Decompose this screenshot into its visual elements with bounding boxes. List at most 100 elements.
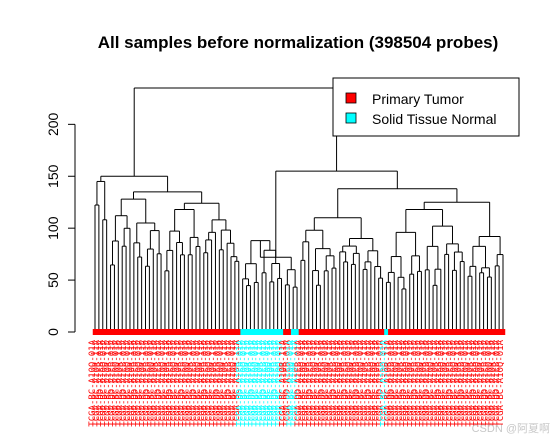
leaf-color-cell [434, 329, 440, 335]
leaf-label: TCGA-DD-A1EB-01A [329, 339, 339, 426]
leaf-label: TCGA-BC-A10Q-01A [170, 339, 180, 426]
leaf-color-cell [147, 329, 152, 335]
leaf-color-cell [391, 329, 397, 335]
leaf-color-cell [384, 329, 389, 335]
leaf-color-cell [220, 329, 226, 335]
leaf-label: TCGA-DD-A1EB-01A [201, 339, 211, 426]
leaf-color-cell [364, 329, 370, 335]
leaf-color-cell [119, 329, 125, 335]
leaf-color-cell [170, 329, 175, 335]
chart-title: All samples before normalization (398504… [98, 33, 499, 52]
leaf-color-cell [271, 329, 276, 335]
leaf-label: TCGA-BC-A10R-11A [127, 339, 137, 426]
leaf-label: TCGA-DD-A1EB-01A [364, 339, 374, 426]
leaf-label: TCGA-BC-A10Q-01A [100, 339, 110, 426]
leaf-color-cell [310, 329, 315, 335]
leaf-label: TCGA-BC-A10R-11A [430, 339, 440, 426]
leaf-label: TCGA-DD-A1EB-01A [259, 339, 269, 426]
leaf-color-cell [481, 329, 486, 335]
leaf-color-cell [349, 329, 354, 335]
leaf-color-cell [372, 329, 378, 335]
leaf-color-cell [353, 329, 358, 335]
leaf-label: TCGA-BC-A10R-11A [453, 339, 463, 426]
leaf-color-cell [131, 329, 137, 335]
leaf-label: TCGA-BC-A10Q-01A [216, 339, 226, 426]
leaf-label: TCGA-BC-A10R-11A [197, 339, 207, 426]
leaf-label: TCGA-DD-A1EB-01A [317, 339, 327, 426]
leaf-label: TCGA-BC-A10R-11A [150, 339, 160, 426]
leaf-color-cell [461, 329, 467, 335]
leaf-color-cell [356, 329, 362, 335]
y-axis: 0 50 100 150 200 [45, 112, 76, 336]
leaf-label: TCGA-DD-A1EB-01A [434, 339, 444, 426]
leaf-color-cell [259, 329, 265, 335]
leaf-label: TCGA-BC-A10Q-01A [321, 339, 331, 426]
leaf-label: TCGA-BC-A10Q-01A [368, 339, 378, 426]
legend-swatch-primary-tumor [345, 92, 357, 104]
leaf-color-cell [411, 329, 416, 335]
leaf-label: TCGA-DD-A1EB-01A [189, 339, 199, 426]
leaf-color-cell [438, 329, 444, 335]
leaf-label: TCGA-DD-A1EB-01A [142, 339, 152, 426]
y-tick-label: 0 [45, 328, 61, 336]
leaf-label: TCGA-BC-A10Q-01A [333, 339, 343, 426]
leaf-label: TCGA-DD-A1EB-01A [294, 339, 304, 426]
leaf-label: TCGA-DD-A1EB-01A [271, 339, 281, 426]
leaf-label: TCGA-DD-A1EB-01A [119, 339, 129, 426]
leaf-color-cell [306, 329, 311, 335]
leaf-color-cell [388, 329, 393, 335]
leaf-label: TCGA-DD-A1EB-01A [96, 339, 106, 426]
leaf-color-cell [279, 329, 284, 335]
leaf-color-cell [224, 329, 230, 335]
leaf-label: TCGA-DD-A1EB-01A [177, 339, 187, 426]
leaf-label: TCGA-BC-A10R-11A [173, 339, 183, 426]
leaf-label: TCGA-BC-A10Q-01A [414, 339, 424, 426]
leaf-color-cell [100, 329, 106, 335]
leaf-color-cell [283, 329, 288, 335]
leaf-color-cell [96, 329, 102, 335]
leaf-color-cell [430, 329, 436, 335]
leaf-label: TCGA-BC-A10Q-01A [135, 339, 145, 426]
leaf-label: TCGA-BC-A10Q-01A [275, 339, 285, 426]
leaf-label: TCGA-BC-A10Q-01A [123, 339, 133, 426]
leaf-color-cell [255, 329, 261, 335]
legend-swatch-solid-tissue-normal [345, 112, 357, 124]
leaf-color-cell [395, 329, 401, 335]
leaf-label: TCGA-BC-A10R-11A [395, 339, 405, 426]
legend-box [332, 77, 520, 137]
leaf-label: TCGA-DD-A1EB-01A [492, 339, 502, 426]
leaf-color-cell [322, 329, 327, 335]
leaf-label: TCGA-DD-A1EB-01A [341, 339, 351, 426]
leaf-color-cell [135, 329, 140, 335]
leaf-label: TCGA-BC-A10Q-01A [403, 339, 413, 426]
leaf-color-cell [127, 329, 133, 335]
leaf-label: TCGA-DD-A1EB-01A [154, 339, 164, 426]
leaf-color-cell [419, 329, 424, 335]
leaf-label: TCGA-DD-A1EB-01A [247, 339, 257, 426]
leaf-color-cell [473, 329, 479, 335]
leaf-color-cell [294, 329, 300, 335]
leaf-color-cell [403, 329, 409, 335]
leaf-label: TCGA-BC-A10Q-01A [473, 339, 483, 426]
leaf-color-cell [333, 329, 339, 335]
leaf-color-cell [415, 329, 420, 335]
leaf-color-cell [205, 329, 210, 335]
leaf-label: TCGA-BC-A10Q-01A [146, 339, 156, 426]
leaf-color-cell [213, 329, 218, 335]
watermark-text: CSDN @阿夏啊 [472, 422, 550, 435]
leaf-color-cell [240, 329, 245, 335]
leaf-label: TCGA-BC-A10R-11A [372, 339, 382, 426]
leaf-label: TCGA-BC-A10R-11A [243, 339, 253, 426]
leaf-color-cell [477, 329, 482, 335]
leaf-color-cell [267, 329, 273, 335]
leaf-label: TCGA-BC-A10Q-01A [449, 339, 459, 426]
leaf-label: TCGA-BC-A10R-11A [139, 339, 149, 426]
leaf-color-cell [450, 329, 455, 335]
leaf-label: TCGA-BC-A10Q-01A [228, 339, 238, 426]
leaf-color-cell [108, 329, 113, 335]
leaf-label: TCGA-DD-A1EB-01A [166, 339, 176, 426]
leaf-label: TCGA-BC-A10R-11A [477, 339, 487, 426]
leaf-color-cell [442, 329, 447, 335]
leaf-label: TCGA-BC-A10R-11A [337, 339, 347, 426]
leaf-label: TCGA-BC-A10Q-01A [426, 339, 436, 426]
